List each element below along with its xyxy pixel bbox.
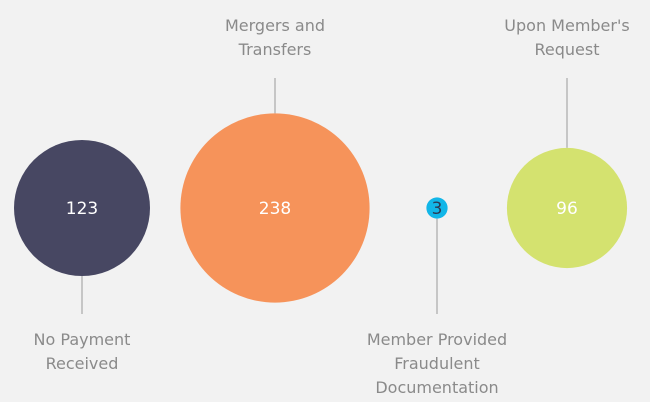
category-label: No Payment Received: [33, 330, 131, 373]
bubble: [180, 113, 370, 303]
bubble: [14, 140, 150, 276]
bubble: [426, 197, 448, 219]
value-label: 123: [66, 199, 98, 219]
category-label: Mergers and Transfers: [224, 16, 326, 59]
bubble: [506, 147, 628, 269]
value-label: 96: [556, 199, 578, 219]
value-label: 3: [432, 199, 443, 219]
value-label: 238: [259, 199, 291, 219]
category-label: Member Provided Fraudulent Documentation: [366, 330, 508, 397]
category-label: Upon Member's Request: [504, 16, 630, 59]
